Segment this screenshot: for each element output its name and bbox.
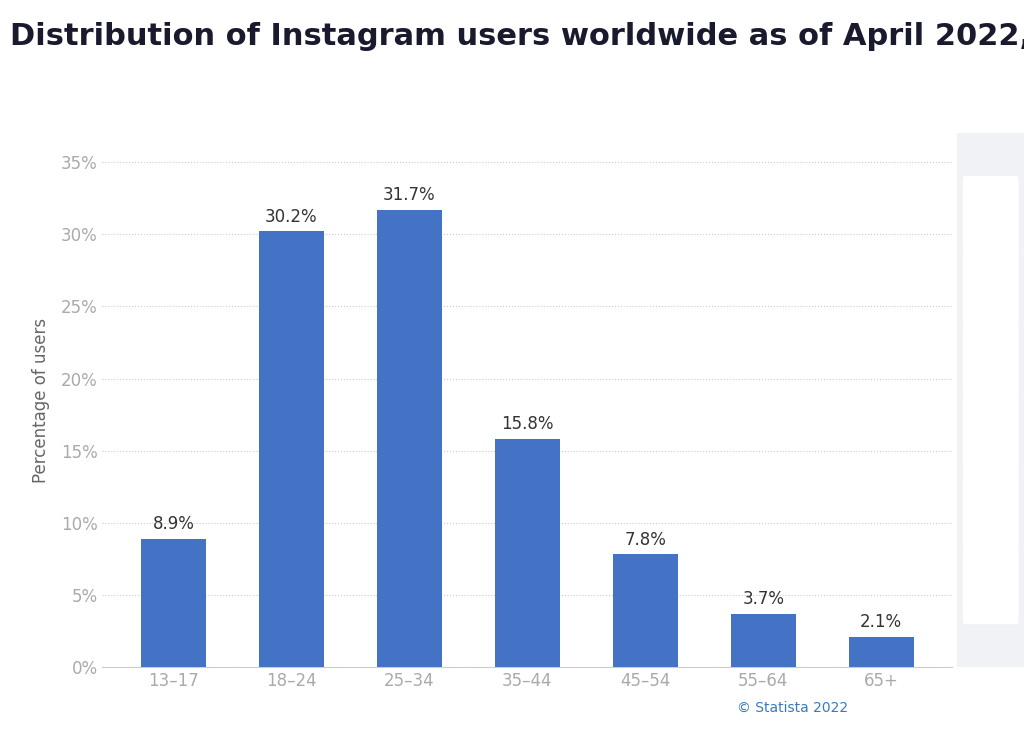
Bar (613, 554, 678, 667)
Text: 2.1%: 2.1% (860, 613, 902, 631)
FancyBboxPatch shape (963, 544, 1019, 624)
Text: 15.8%: 15.8% (501, 415, 554, 433)
Text: Distribution of Instagram users worldwide as of April 2022,: Distribution of Instagram users worldwid… (10, 22, 1024, 51)
FancyBboxPatch shape (963, 395, 1019, 475)
Bar (495, 439, 560, 667)
Bar (849, 637, 913, 667)
Bar (141, 539, 206, 667)
Text: 31.7%: 31.7% (383, 186, 435, 204)
Text: 3.7%: 3.7% (742, 590, 784, 608)
FancyBboxPatch shape (963, 176, 1019, 256)
Y-axis label: Percentage of users: Percentage of users (32, 318, 50, 482)
FancyBboxPatch shape (963, 470, 1019, 550)
Bar (731, 614, 796, 667)
Bar (377, 210, 441, 667)
Text: © Statista 2022: © Statista 2022 (737, 701, 849, 715)
Bar (259, 231, 324, 667)
FancyBboxPatch shape (963, 245, 1019, 325)
Text: 30.2%: 30.2% (265, 207, 317, 226)
Text: 8.9%: 8.9% (153, 515, 195, 533)
FancyBboxPatch shape (963, 320, 1019, 400)
Text: 7.8%: 7.8% (625, 531, 667, 548)
